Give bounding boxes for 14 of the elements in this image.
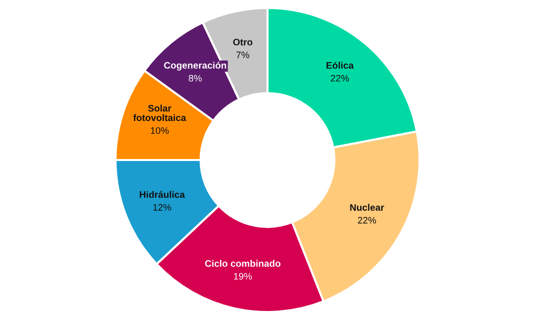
data-label: 22%: [330, 74, 349, 82]
data-label: 7%: [236, 52, 250, 58]
data-label: 19%: [234, 272, 252, 280]
data-label: 10%: [150, 127, 169, 134]
slice-label: Hidráulica: [140, 190, 185, 198]
slice-label: Cogeneración: [164, 62, 226, 71]
slice-label: Solar fotovoltaica: [133, 104, 186, 122]
slice-label: Ciclo combinado: [205, 260, 280, 267]
slice-label: Nuclear: [350, 204, 384, 211]
data-label: 12%: [153, 204, 172, 211]
data-label: 8%: [188, 74, 202, 82]
data-label: 22%: [358, 216, 376, 224]
slice-label: Eólica: [326, 62, 354, 69]
slice-label: Otro: [233, 38, 252, 46]
